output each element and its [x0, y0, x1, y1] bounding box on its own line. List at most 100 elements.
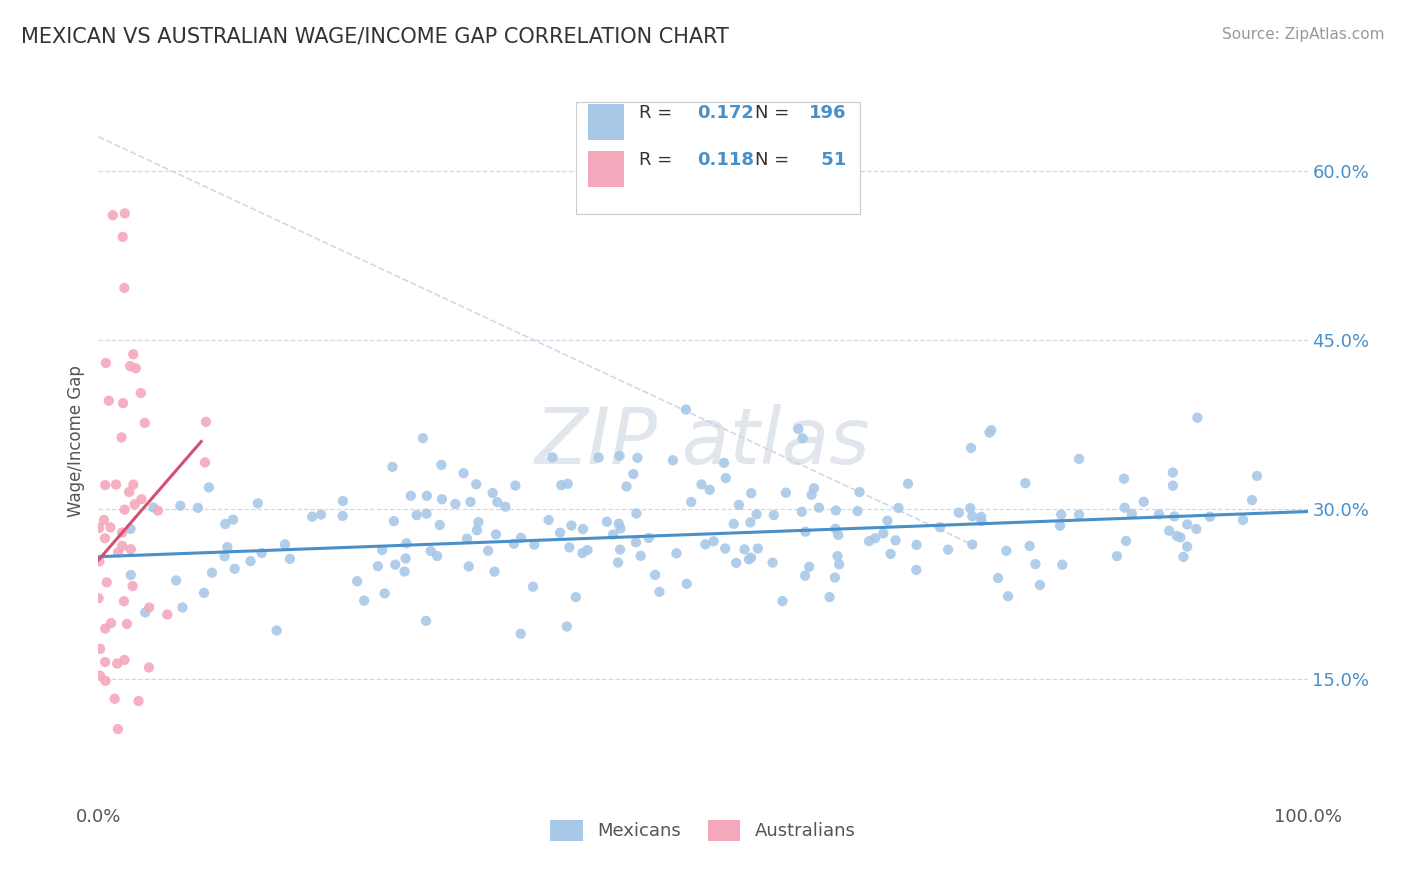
Point — [725, 556, 748, 570]
Point — [557, 476, 579, 491]
Point — [172, 600, 194, 615]
Point — [114, 206, 136, 220]
Point — [745, 508, 768, 522]
Point — [94, 478, 117, 492]
Point — [522, 580, 544, 594]
Point — [399, 489, 422, 503]
Point — [239, 554, 262, 568]
Point — [1170, 530, 1192, 544]
FancyBboxPatch shape — [576, 102, 860, 214]
Point — [309, 508, 332, 522]
Point — [858, 534, 880, 549]
Point — [111, 525, 134, 540]
Point — [607, 556, 630, 570]
Point — [111, 230, 134, 244]
Point — [761, 556, 783, 570]
Point — [405, 508, 427, 523]
Point — [456, 532, 478, 546]
Point — [1050, 508, 1073, 522]
Point — [827, 549, 849, 563]
Point — [775, 485, 797, 500]
Point — [112, 396, 135, 410]
Point — [198, 480, 221, 494]
Point — [626, 450, 648, 465]
Point — [104, 691, 127, 706]
Point — [426, 549, 449, 563]
Point — [648, 585, 671, 599]
Point — [1199, 509, 1222, 524]
Point — [124, 497, 146, 511]
Text: MEXICAN VS AUSTRALIAN WAGE/INCOME GAP CORRELATION CHART: MEXICAN VS AUSTRALIAN WAGE/INCOME GAP CO… — [21, 27, 728, 46]
Point — [872, 526, 894, 541]
Point — [430, 458, 453, 472]
Point — [565, 590, 588, 604]
Point — [122, 347, 145, 361]
Text: R =: R = — [638, 103, 678, 122]
Point — [194, 415, 217, 429]
Point — [794, 568, 817, 582]
Point — [558, 541, 581, 555]
Point — [827, 528, 849, 542]
Text: N =: N = — [755, 151, 794, 169]
Point — [485, 527, 508, 541]
Point — [541, 450, 564, 465]
Point — [100, 520, 122, 534]
Point — [465, 523, 488, 537]
Point — [1024, 557, 1046, 571]
Point — [274, 537, 297, 551]
Point — [824, 570, 846, 584]
Text: N =: N = — [755, 103, 794, 122]
Point — [395, 536, 418, 550]
Point — [675, 402, 697, 417]
Point — [1159, 524, 1181, 538]
Point — [246, 496, 269, 510]
Point — [87, 591, 110, 606]
Point — [624, 535, 647, 549]
Point — [481, 486, 503, 500]
Point — [548, 525, 571, 540]
Point — [714, 471, 737, 485]
Point — [824, 522, 846, 536]
Point — [713, 456, 735, 470]
Text: Source: ZipAtlas.com: Source: ZipAtlas.com — [1222, 27, 1385, 42]
Point — [1018, 539, 1040, 553]
Point — [477, 543, 499, 558]
Point — [987, 571, 1010, 585]
Point — [740, 550, 762, 565]
Point — [156, 607, 179, 622]
Point — [1161, 478, 1184, 492]
Point — [134, 416, 156, 430]
Text: 51: 51 — [815, 151, 846, 169]
Point — [382, 514, 405, 528]
Point — [762, 508, 785, 522]
Point — [138, 600, 160, 615]
Point — [384, 558, 406, 572]
Point — [695, 537, 717, 551]
Point — [120, 542, 142, 557]
Point — [980, 423, 1002, 437]
Point — [1173, 549, 1195, 564]
Text: ZIP atlas: ZIP atlas — [536, 403, 870, 480]
Point — [1105, 549, 1128, 563]
Point — [138, 660, 160, 674]
Point — [114, 502, 136, 516]
Point — [1166, 529, 1188, 543]
Point — [523, 538, 546, 552]
Point — [193, 586, 215, 600]
Point — [863, 531, 886, 545]
Point — [630, 549, 652, 563]
Point — [122, 477, 145, 491]
Point — [734, 542, 756, 557]
Text: 196: 196 — [810, 103, 846, 122]
Point — [444, 497, 467, 511]
Point — [457, 559, 479, 574]
Point — [848, 485, 870, 500]
Point — [970, 510, 993, 524]
Point — [807, 500, 830, 515]
Point — [792, 431, 814, 445]
Point — [266, 624, 288, 638]
Point — [505, 478, 527, 492]
Point — [662, 453, 685, 467]
Point — [118, 485, 141, 500]
Point — [979, 425, 1001, 440]
